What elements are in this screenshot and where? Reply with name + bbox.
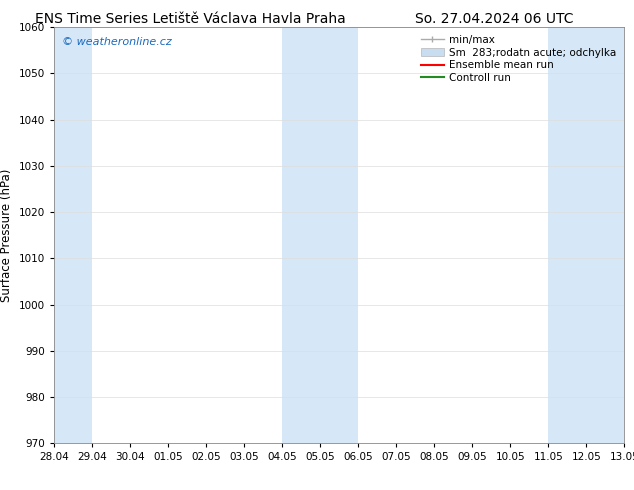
Text: © weatheronline.cz: © weatheronline.cz <box>62 37 172 48</box>
Bar <box>282 27 320 443</box>
Y-axis label: Surface Pressure (hPa): Surface Pressure (hPa) <box>0 169 13 302</box>
Text: ENS Time Series Letiště Václava Havla Praha: ENS Time Series Letiště Václava Havla Pr… <box>35 12 346 26</box>
Bar <box>54 27 92 443</box>
Legend: min/max, Sm  283;rodatn acute; odchylka, Ensemble mean run, Controll run: min/max, Sm 283;rodatn acute; odchylka, … <box>418 32 619 86</box>
Bar <box>548 27 624 443</box>
Bar <box>320 27 358 443</box>
Text: So. 27.04.2024 06 UTC: So. 27.04.2024 06 UTC <box>415 12 574 26</box>
